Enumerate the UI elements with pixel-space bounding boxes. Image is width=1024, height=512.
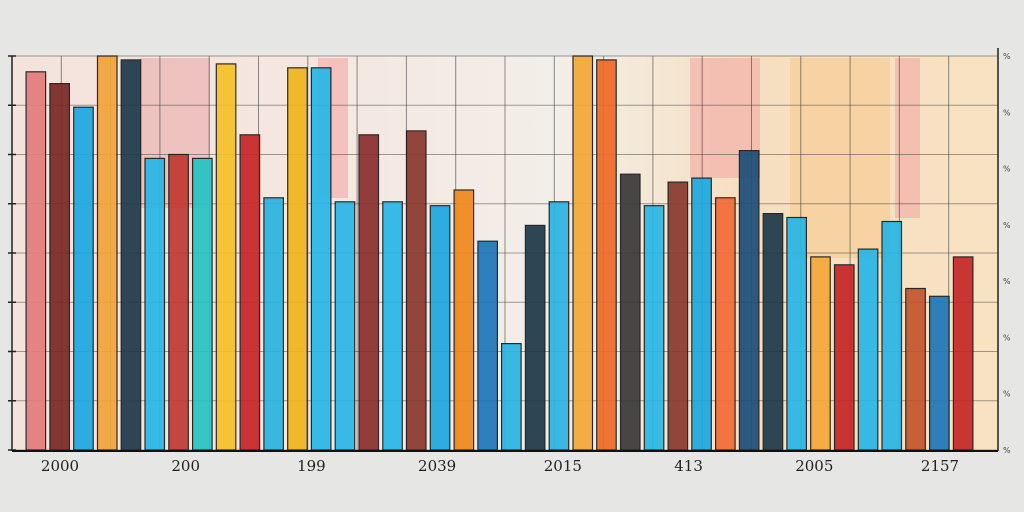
bar xyxy=(144,157,166,451)
bar xyxy=(73,106,94,451)
bar xyxy=(572,55,594,451)
x-tick-labels: 2000 200 199 2039 2015 413 2005 2157 xyxy=(41,457,959,475)
bar xyxy=(619,173,641,451)
bar xyxy=(905,287,926,451)
bar xyxy=(263,197,284,451)
right-tick-label: % xyxy=(1003,165,1011,174)
bar xyxy=(287,67,308,451)
x-tick-label: 199 xyxy=(297,457,326,475)
bar xyxy=(928,295,950,451)
bar xyxy=(691,177,712,451)
x-tick-label: 413 xyxy=(674,457,703,475)
x-tick-label: 2005 xyxy=(795,457,833,475)
x-tick-label: 2015 xyxy=(544,457,582,475)
bar xyxy=(524,224,546,451)
right-tick-label: % xyxy=(1003,390,1011,399)
bar xyxy=(168,153,189,451)
bar xyxy=(501,343,522,451)
bar xyxy=(239,134,261,451)
x-tick-label: 2000 xyxy=(41,457,79,475)
bar xyxy=(762,213,784,451)
bar xyxy=(810,256,831,451)
x-tick-label: 200 xyxy=(171,457,200,475)
bar xyxy=(25,71,47,451)
right-tick-label: % xyxy=(1003,108,1011,117)
bar xyxy=(96,55,118,451)
right-tick-label: % xyxy=(1003,333,1011,342)
bar xyxy=(714,197,736,451)
bar xyxy=(738,150,760,451)
bar xyxy=(548,201,570,451)
right-tick-label: % xyxy=(1003,52,1011,61)
x-tick-label: 2157 xyxy=(921,457,959,475)
bar xyxy=(215,63,237,451)
bar xyxy=(382,201,403,451)
bar xyxy=(643,205,665,451)
bar xyxy=(405,130,427,451)
bar xyxy=(310,67,332,451)
bar xyxy=(120,59,142,451)
bar xyxy=(952,256,974,451)
bar xyxy=(833,264,855,451)
right-tick-label: % xyxy=(1003,277,1011,286)
right-tick-label: % xyxy=(1003,446,1011,455)
bar xyxy=(667,181,689,451)
right-tick-label: % xyxy=(1003,221,1011,230)
bar xyxy=(786,216,808,451)
right-tick-labels: %%%%%%%% xyxy=(1003,52,1011,455)
bar xyxy=(881,220,903,451)
bar xyxy=(596,59,617,451)
bar xyxy=(49,82,71,451)
bar xyxy=(857,248,879,451)
bar xyxy=(192,157,213,451)
bar xyxy=(453,189,475,451)
x-tick-label: 2039 xyxy=(418,457,456,475)
bar xyxy=(477,240,498,451)
bar xyxy=(429,205,451,451)
bar xyxy=(334,201,356,451)
bar xyxy=(358,134,380,451)
